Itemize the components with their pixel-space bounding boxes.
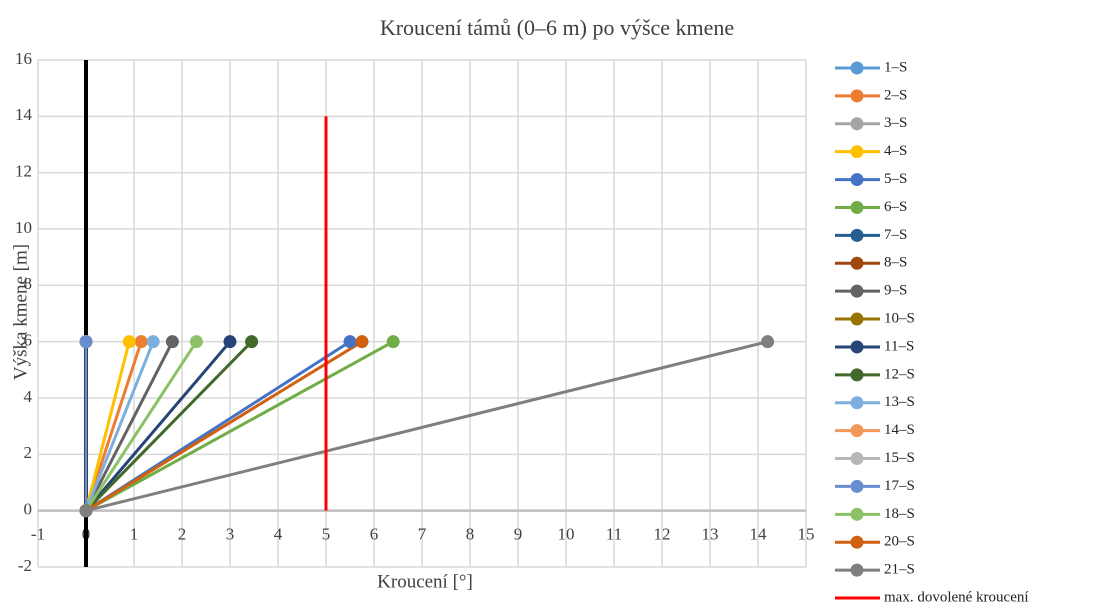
legend-label: 8–S <box>884 255 907 271</box>
series-line <box>84 340 198 512</box>
x-tick-label: 15 <box>798 525 815 544</box>
legend-marker <box>850 200 864 214</box>
series-line <box>84 341 155 512</box>
y-tick-label: 8 <box>24 274 33 293</box>
legend-label: 3–S <box>884 115 907 131</box>
legend-label: 15–S <box>884 450 915 466</box>
legend-marker <box>850 424 864 438</box>
x-tick-label: 6 <box>370 525 379 544</box>
legend-marker <box>850 396 864 410</box>
y-tick-label: 10 <box>15 218 32 237</box>
series-marker <box>189 335 203 349</box>
legend-label: 11–S <box>884 338 914 354</box>
series-line <box>84 340 253 512</box>
legend-label: 17–S <box>884 478 915 494</box>
legend-label: 20–S <box>884 534 915 550</box>
legend-marker <box>850 173 864 187</box>
y-tick-label: 14 <box>15 105 33 124</box>
legend-label: 9–S <box>884 283 907 299</box>
legend-label: 12–S <box>884 366 915 382</box>
legend-marker <box>850 61 864 75</box>
y-tick-label: 2 <box>24 443 33 462</box>
y-axis-title: Výška kmene [m] <box>10 244 31 380</box>
legend-marker <box>850 228 864 242</box>
legend-label: 4–S <box>884 143 907 159</box>
x-tick-label: 2 <box>178 525 187 544</box>
legend-label: 14–S <box>884 422 915 438</box>
legend-label: 6–S <box>884 199 907 215</box>
legend-marker <box>850 312 864 326</box>
series-marker <box>134 335 148 349</box>
x-tick-label: 10 <box>558 525 575 544</box>
x-tick-label: 11 <box>606 525 622 544</box>
y-tick-label: 12 <box>15 162 32 181</box>
series-marker <box>122 335 136 349</box>
legend-marker <box>850 256 864 270</box>
legend-marker <box>850 145 864 159</box>
legend-label: max. dovolené kroucení <box>884 589 1029 605</box>
y-tick-label: 6 <box>24 331 33 350</box>
x-tick-label: 9 <box>514 525 523 544</box>
legend-marker <box>850 452 864 466</box>
x-tick-label: 5 <box>322 525 331 544</box>
legend-marker <box>850 479 864 493</box>
legend-marker <box>850 368 864 382</box>
x-tick-label: 13 <box>702 525 719 544</box>
legend-marker <box>850 563 864 577</box>
legend-marker <box>850 284 864 298</box>
series-line <box>84 341 143 512</box>
series-line <box>84 341 131 512</box>
x-tick-label: 3 <box>226 525 235 544</box>
legend-label: 18–S <box>884 506 915 522</box>
legend-marker <box>850 340 864 354</box>
x-tick-label: 1 <box>130 525 139 544</box>
legend: 1–S 2–S 3–S 4–S 5–S 6–S 7–S 8–S 9–S 10–S 11–S 12–S 1… <box>835 59 1029 605</box>
legend-marker <box>850 89 864 103</box>
y-tick-label: 0 <box>24 500 33 519</box>
series-marker <box>343 335 357 349</box>
legend-label: 21–S <box>884 562 915 578</box>
y-tick-label: 16 <box>15 49 32 68</box>
legend-label: 13–S <box>884 394 915 410</box>
legend-label: 7–S <box>884 227 907 243</box>
x-tick-label: 12 <box>654 525 671 544</box>
legend-label: 2–S <box>884 87 907 103</box>
x-tick-label: 8 <box>466 525 475 544</box>
legend-label: 10–S <box>884 310 915 326</box>
series-line <box>85 340 768 513</box>
legend-marker <box>850 117 864 131</box>
legend-marker <box>850 535 864 549</box>
y-tick-label: 4 <box>24 387 33 406</box>
x-tick-label: 4 <box>274 525 283 544</box>
x-tick-label: -1 <box>31 525 45 544</box>
chart-title: Kroucení támů (0–6 m) po výšce kmene <box>380 15 734 40</box>
plot <box>79 116 775 518</box>
series-line <box>85 340 394 512</box>
legend-label: 5–S <box>884 171 907 187</box>
x-tick-label: 14 <box>750 525 768 544</box>
series-marker <box>245 335 259 349</box>
series-marker <box>223 335 237 349</box>
series-marker <box>386 335 400 349</box>
series-marker <box>79 335 93 349</box>
series-marker <box>355 335 369 349</box>
series-line <box>85 340 363 512</box>
series-marker <box>165 335 179 349</box>
y-tick-label: -2 <box>18 556 32 575</box>
x-axis-title: Kroucení [°] <box>377 571 473 592</box>
x-tick-label: 7 <box>418 525 427 544</box>
series-line <box>84 340 174 512</box>
series-marker <box>79 504 93 518</box>
legend-label: 1–S <box>884 59 907 75</box>
series-marker <box>761 335 775 349</box>
legend-marker <box>850 507 864 521</box>
series-line <box>84 340 232 512</box>
series-marker <box>146 335 160 349</box>
